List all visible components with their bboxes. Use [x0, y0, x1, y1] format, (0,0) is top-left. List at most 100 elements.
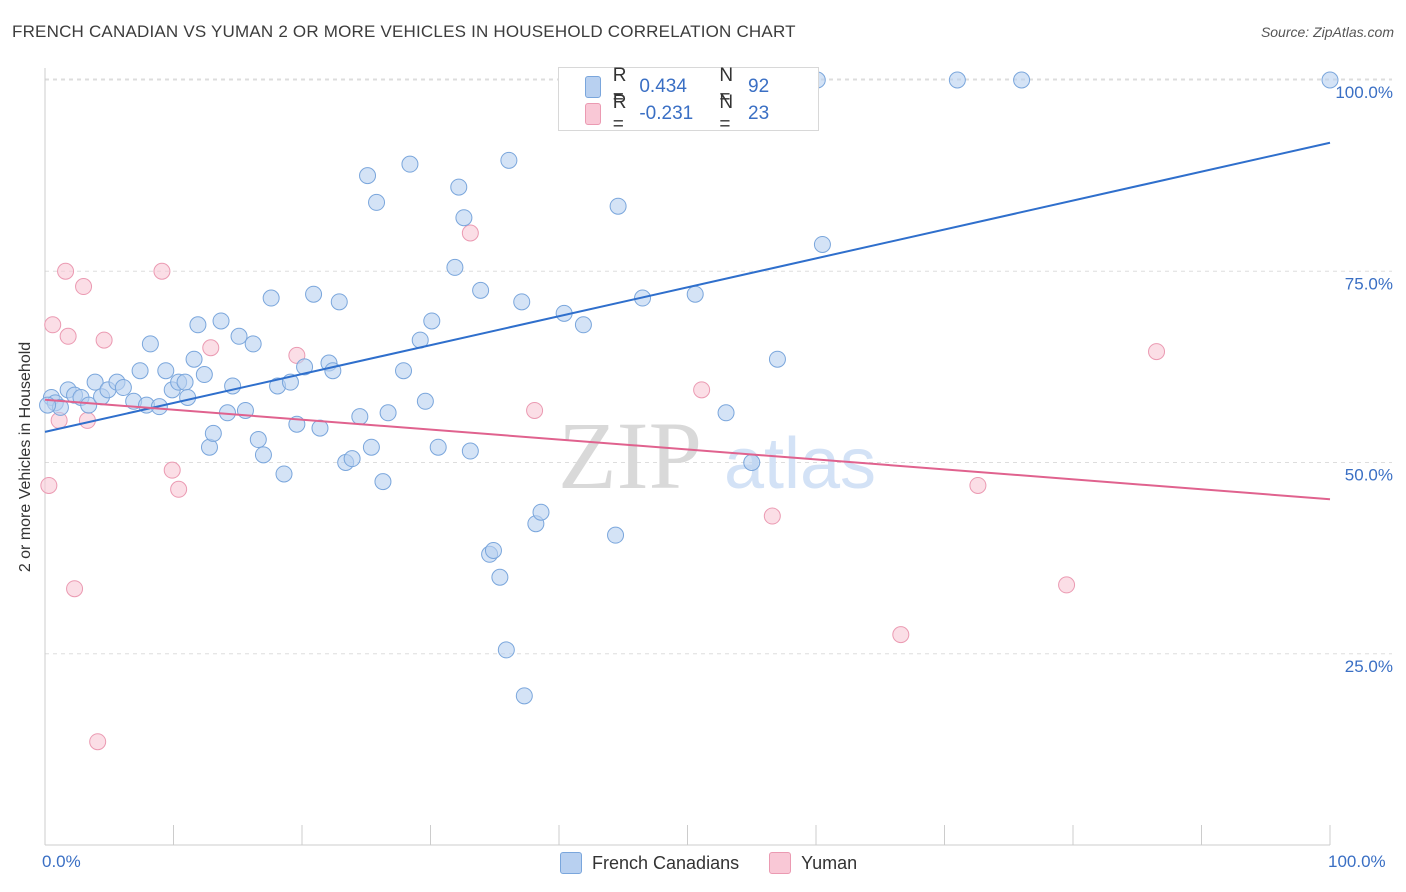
yuman-point [461, 224, 479, 242]
legend-label-french-canadians: French Canadians [592, 852, 740, 873]
french-canadians-trendline [44, 141, 1331, 433]
legend-row-french-canadians: R = 0.434 N = 92 [585, 65, 818, 108]
french-canadian-point [374, 473, 392, 491]
yuman-point [1148, 343, 1166, 361]
yuman-point [153, 262, 171, 280]
x-tick-label-min: 0.0% [42, 852, 81, 871]
french-canadian-point [212, 312, 230, 330]
french-canadian-point [450, 178, 468, 196]
french-canadian-point [254, 446, 272, 464]
french-canadian-point [330, 293, 348, 311]
french-canadian-point [813, 235, 831, 253]
french-canadian-point [80, 396, 98, 414]
yuman-point [95, 331, 113, 349]
french-canadian-point [515, 687, 533, 705]
french-canadian-point [230, 327, 248, 345]
french-canadian-point [189, 316, 207, 334]
french-canadian-point [204, 424, 222, 442]
y-axis-label: 2 or more Vehicles in Household [17, 341, 34, 573]
french-canadian-point [423, 312, 441, 330]
legend-swatch-pink [769, 852, 792, 874]
french-canadian-point [532, 503, 550, 521]
y-tick-label: 100.0% [1335, 83, 1393, 102]
french-canadian-point [176, 373, 194, 391]
legend-n-label: N = [719, 92, 734, 135]
yuman-point [44, 316, 62, 334]
french-canadian-point [362, 438, 380, 456]
french-canadian-point [262, 289, 280, 307]
yuman-point [693, 381, 711, 399]
yuman-point [892, 626, 910, 644]
y-tick-label: 75.0% [1345, 274, 1393, 293]
yuman-point [170, 480, 188, 498]
french-canadian-point [607, 526, 625, 544]
y-tick-label: 25.0% [1345, 657, 1393, 676]
french-canadian-point [296, 358, 314, 376]
french-canadian-point [686, 285, 704, 303]
french-canadian-point [1013, 71, 1031, 89]
french-canadian-point [768, 350, 786, 368]
source-credit: Source: ZipAtlas.com [1260, 24, 1394, 40]
legend-n-value: 23 [748, 103, 770, 124]
french-canadian-point [359, 167, 377, 185]
french-canadian-point [244, 335, 262, 353]
yuman-point [40, 476, 58, 494]
legend-r-value: -0.231 [639, 103, 694, 124]
yuman-point [75, 278, 93, 296]
legend-swatch-pink [585, 103, 601, 125]
legend-label-yuman: Yuman [801, 852, 858, 873]
legend-row-yuman: R = -0.231 N = 23 [585, 92, 818, 135]
french-canadian-point [455, 209, 473, 227]
french-canadian-point [574, 316, 592, 334]
yuman-point [202, 339, 220, 357]
yuman-point [66, 580, 84, 598]
yuman-point [89, 733, 107, 751]
french-canadian-point [401, 155, 419, 173]
french-canadian-point [351, 408, 369, 426]
legend-item-yuman[interactable]: Yuman [769, 852, 857, 874]
legend-swatch-blue [585, 76, 601, 98]
yuman-point [1058, 576, 1076, 594]
french-canadian-point [461, 442, 479, 460]
french-canadian-point [609, 197, 627, 215]
series-legend: French Canadians Yuman [560, 852, 887, 874]
x-tick-label-max: 100.0% [1328, 852, 1386, 871]
french-canadian-point [948, 71, 966, 89]
french-canadian-point [195, 366, 213, 384]
yuman-trendline [44, 398, 1331, 501]
french-canadian-point [513, 293, 531, 311]
yuman-point [969, 476, 987, 494]
watermark-zip: ZIP [558, 402, 702, 509]
french-canadian-point [131, 362, 149, 380]
stats-legend: R = 0.434 N = 92 R = -0.231 N = 23 [558, 65, 819, 135]
legend-r-label: R = [612, 65, 627, 108]
french-canadian-point [86, 373, 104, 391]
legend-n-label: N = [719, 65, 734, 108]
french-canadian-point [500, 151, 518, 169]
french-canadian-point [114, 379, 132, 397]
french-canadian-point [472, 281, 490, 299]
yuman-point [163, 461, 181, 479]
french-canadian-point [484, 541, 502, 559]
french-canadian-point [343, 450, 361, 468]
french-canadian-point [141, 335, 159, 353]
legend-swatch-blue [560, 852, 582, 874]
legend-item-french-canadians[interactable]: French Canadians [560, 852, 739, 874]
chart-title: FRENCH CANADIAN VS YUMAN 2 OR MORE VEHIC… [12, 22, 796, 41]
french-canadian-point [249, 431, 267, 449]
yuman-point [57, 262, 75, 280]
french-canadian-point [305, 285, 323, 303]
french-canadian-point [1321, 71, 1339, 89]
french-canadian-point [157, 362, 175, 380]
french-canadian-point [429, 438, 447, 456]
yuman-point [526, 401, 544, 419]
french-canadian-point [717, 404, 735, 422]
french-canadian-point [446, 258, 464, 276]
french-canadian-point [491, 568, 509, 586]
french-canadian-point [416, 392, 434, 410]
french-canadian-point [379, 404, 397, 422]
french-canadian-point [743, 454, 761, 471]
yuman-point [59, 327, 77, 345]
legend-n-value: 92 [748, 76, 770, 97]
